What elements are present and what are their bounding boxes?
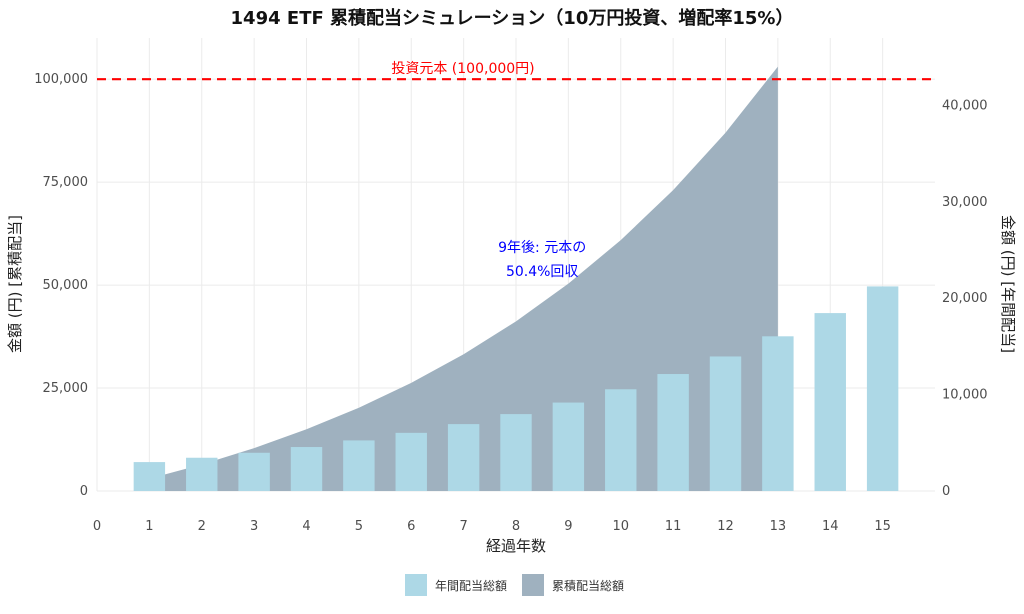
- legend-swatch-annual: [405, 574, 427, 596]
- legend-label-annual: 年間配当総額: [435, 579, 507, 593]
- x-tick-label: 12: [717, 519, 734, 534]
- y-right-tick-label: 10,000: [942, 388, 988, 403]
- x-tick-label: 11: [665, 519, 682, 534]
- annual-bar: [762, 336, 794, 491]
- y-right-tick-label: 30,000: [942, 195, 988, 210]
- y-left-axis-title: 金額 (円) [累積配当]: [6, 215, 24, 353]
- x-tick-label: 5: [355, 519, 363, 534]
- legend-swatch-cumulative: [522, 574, 544, 596]
- x-tick-label: 9: [564, 519, 572, 534]
- x-tick-label: 2: [198, 519, 206, 534]
- annual-bar: [605, 389, 637, 491]
- y-left-tick-label: 100,000: [34, 72, 88, 87]
- annual-bar: [552, 402, 585, 491]
- chart-title: 1494 ETF 累積配当シミュレーション（10万円投資、増配率15%）: [231, 7, 794, 29]
- annual-bar: [395, 432, 427, 491]
- y-left-tick-label: 25,000: [43, 381, 89, 396]
- x-tick-label: 8: [512, 519, 520, 534]
- y-right-tick-label: 40,000: [942, 98, 988, 113]
- annotation-group: 9年後: 元本の 50.4%回収: [498, 240, 586, 280]
- annotation-line: 9年後: 元本の: [498, 240, 586, 256]
- x-axis-title: 経過年数: [486, 537, 546, 555]
- x-tick-label: 7: [459, 519, 467, 534]
- x-tick-label: 4: [302, 519, 310, 534]
- legend-label-cumulative: 累積配当総額: [552, 578, 624, 593]
- annual-bar: [343, 440, 375, 491]
- annual-bar: [238, 452, 270, 491]
- y-left-tick-label: 50,000: [43, 278, 89, 293]
- annual-bar: [709, 356, 742, 491]
- cumulative-area-path: [149, 66, 778, 492]
- annual-bar: [657, 374, 689, 491]
- x-tick-label: 10: [612, 519, 629, 534]
- x-tick-label: 0: [93, 519, 101, 534]
- x-tick-label: 3: [250, 519, 258, 534]
- annual-bar: [133, 462, 166, 491]
- y-right-axis-title: 金額 (円) [年間配当]: [999, 215, 1017, 353]
- annual-bars: [133, 286, 899, 491]
- legend: 年間配当総額 累積配当総額: [405, 574, 624, 596]
- x-tick-label: 14: [822, 519, 839, 534]
- annual-bar: [290, 447, 323, 491]
- annual-bar: [186, 457, 218, 491]
- y-right-tick-label: 0: [942, 484, 950, 499]
- x-tick-label: 1: [145, 519, 153, 534]
- x-tick-label: 13: [770, 519, 787, 534]
- reference-line-group: 投資元本 (100,000円): [97, 61, 935, 81]
- x-tick-label: 6: [407, 519, 415, 534]
- annual-bar: [447, 424, 480, 491]
- reference-line-label: 投資元本 (100,000円): [391, 61, 534, 77]
- cumulative-area: [149, 66, 778, 492]
- x-tick-label: 15: [874, 519, 891, 534]
- annual-bar: [814, 313, 846, 491]
- annotation-line: 50.4%回収: [506, 264, 578, 280]
- annual-bar: [866, 286, 899, 491]
- y-right-tick-label: 20,000: [942, 291, 988, 306]
- y-left-tick-label: 0: [80, 484, 88, 499]
- y-left-tick-label: 75,000: [43, 175, 89, 190]
- annual-bar: [500, 414, 532, 491]
- axes: 0 1 2 3 4 5 6 7 8 9 10 11 12 13 14 15025,00050,00075,00…: [34, 72, 987, 534]
